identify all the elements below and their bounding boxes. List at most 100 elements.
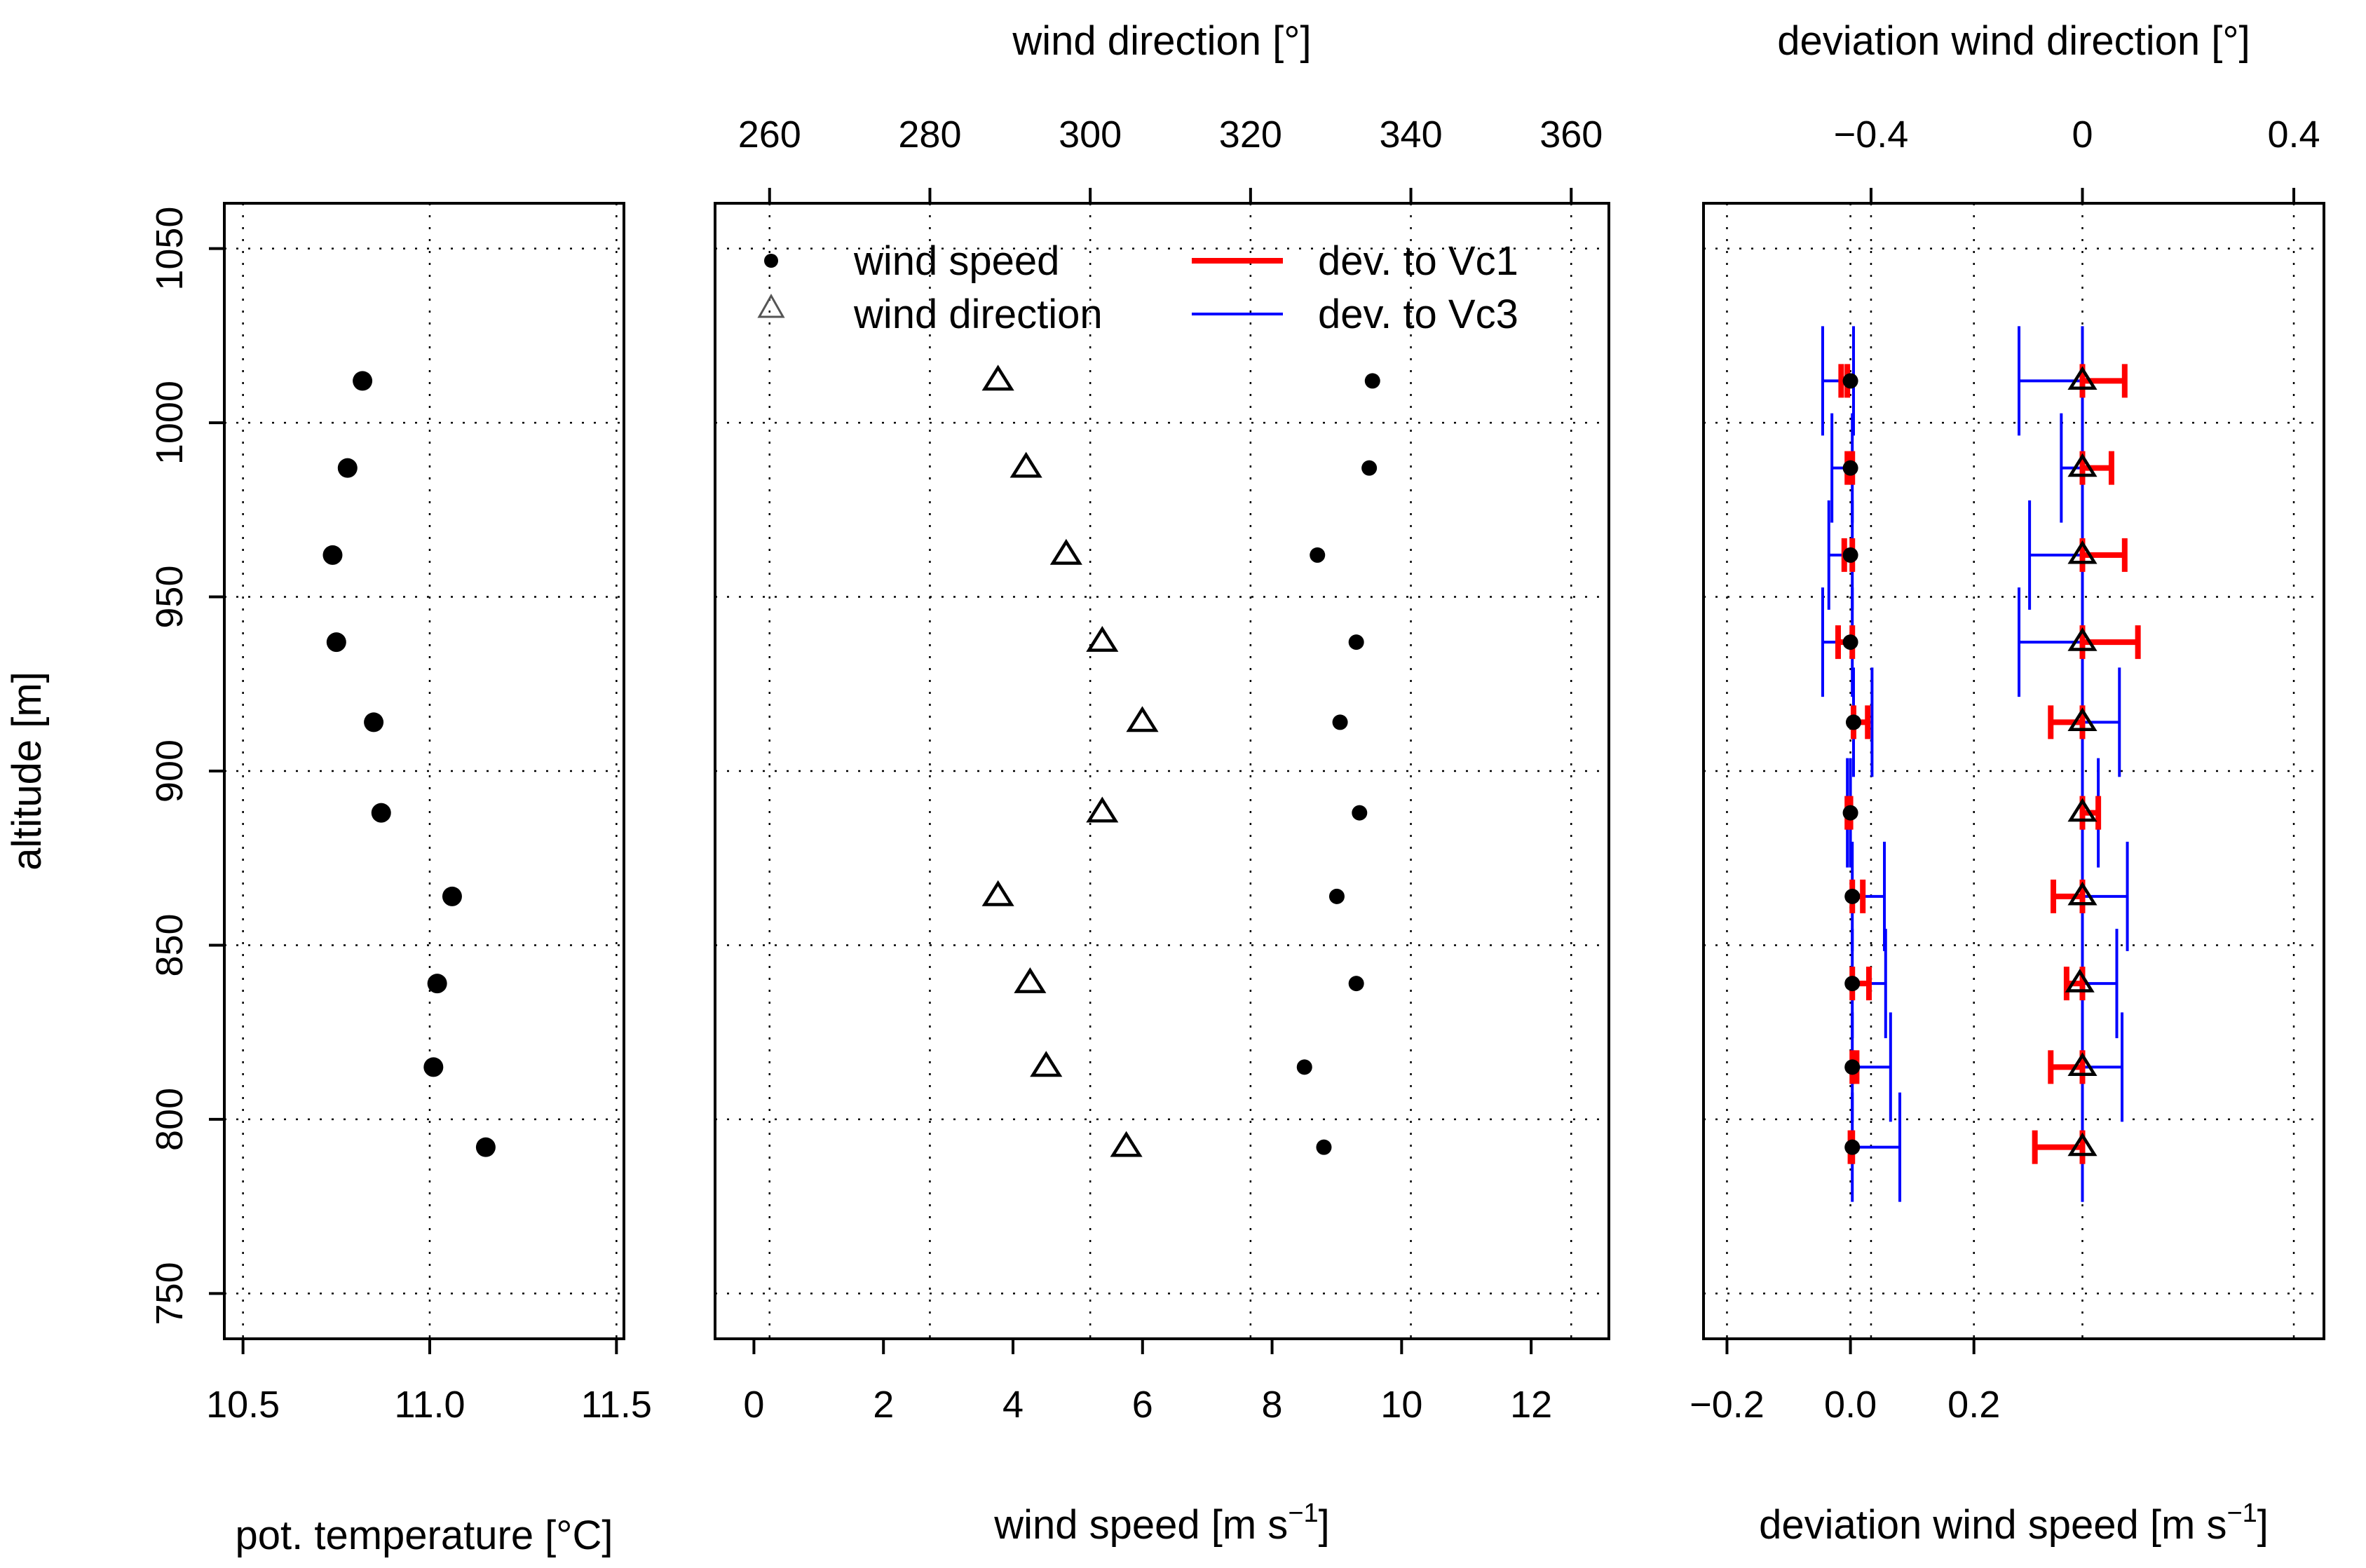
x-tick-label: 10.5	[206, 1384, 280, 1426]
x-tick-label: 11.0	[394, 1384, 465, 1426]
legend: wind speed wind direction dev. to Vc1 dev. …	[757, 238, 1518, 337]
legend-label: dev. to Vc3	[1318, 292, 1518, 337]
x2-tick-label: 340	[1380, 114, 1443, 156]
speed-deviation-point	[1842, 805, 1858, 821]
wind-direction-point	[1086, 796, 1119, 823]
wind-direction-point	[1030, 1051, 1063, 1077]
x-tick-label: 2	[873, 1384, 894, 1426]
wind-direction-point	[1009, 451, 1042, 478]
title-part: wind speed [m s	[993, 1502, 1288, 1548]
plot-frame	[1702, 202, 2325, 1340]
speed-deviation-point	[1844, 888, 1861, 904]
y-tick-label: 900	[149, 739, 191, 803]
x2-tick-label: 360	[1539, 114, 1603, 156]
y-tick-label: 800	[149, 1088, 191, 1151]
x2-tick-label: −0.4	[1834, 114, 1909, 156]
direction-deviation-point	[2067, 366, 2098, 390]
speed-deviation-point	[1844, 1139, 1861, 1155]
wind-speed-point	[1364, 373, 1380, 389]
temperature-point	[427, 974, 447, 994]
x2-tick-label: 0.4	[2267, 114, 2320, 156]
x-tick-label: 4	[1002, 1384, 1024, 1426]
y-tick-label: 1050	[149, 207, 191, 291]
legend-dot-symbol	[764, 254, 778, 268]
direction-deviation-point	[2067, 540, 2098, 564]
wind-speed-point	[1361, 460, 1378, 476]
x-axis-title: pot. temperature [°C]	[236, 1513, 613, 1558]
deviation-panel: −0.2 0.0 0.2 −0.4 0 0.4 deviation wind speed […	[1689, 18, 2325, 1548]
wind-speed-point	[1348, 634, 1364, 650]
temperature-point	[337, 458, 358, 478]
x2-tick-label: 0	[2072, 114, 2093, 156]
wind-panel: 0 2 4 6 8 10 12 260 280 300 320 340 360 wind speed [m…	[714, 18, 1610, 1548]
x-tick-label: 10	[1380, 1384, 1422, 1426]
temperature-point	[371, 803, 391, 823]
direction-deviation-point	[2067, 881, 2098, 906]
temperature-point	[322, 545, 343, 565]
wind-direction-point	[981, 364, 1014, 391]
speed-deviation-point	[1842, 547, 1858, 563]
wind-speed-point	[1296, 1059, 1312, 1075]
speed-deviation-point	[1844, 976, 1861, 992]
direction-deviation-point	[2067, 707, 2098, 732]
x2-tick-label: 300	[1059, 114, 1122, 156]
x2-tick-label: 260	[738, 114, 801, 156]
y-tick-label: 750	[149, 1262, 191, 1325]
title-superscript: −1	[2226, 1499, 2257, 1528]
wind-direction-point	[981, 880, 1014, 906]
plot-frame	[714, 202, 1610, 1340]
speed-deviation-point	[1845, 714, 1861, 730]
temperature-point	[475, 1137, 496, 1157]
direction-deviation-point	[2067, 1132, 2098, 1157]
legend-label: dev. to Vc1	[1318, 238, 1518, 284]
x-tick-label: 0.0	[1824, 1384, 1877, 1426]
wind-direction-point	[1086, 626, 1119, 652]
direction-deviation-point	[2067, 627, 2098, 651]
x2-tick-label: 320	[1219, 114, 1282, 156]
wind-direction-point	[1110, 1131, 1143, 1157]
y-axis-title: altitude [m]	[4, 671, 50, 871]
y-tick-label: 1000	[149, 381, 191, 465]
wind-speed-point	[1328, 888, 1345, 904]
temperature-point	[364, 712, 384, 732]
x-tick-label: 8	[1262, 1384, 1283, 1426]
y-tick-label: 850	[149, 913, 191, 976]
x-tick-label: 12	[1510, 1384, 1552, 1426]
x-axis-title: deviation wind speed [m s−1]	[1759, 1499, 2269, 1548]
direction-deviation-point	[2067, 1052, 2098, 1076]
speed-deviation-point	[1842, 460, 1858, 476]
speed-deviation-point	[1844, 1059, 1861, 1075]
legend-label: wind direction	[853, 292, 1103, 337]
x-tick-label: 11.5	[581, 1384, 652, 1426]
title-superscript: −1	[1288, 1499, 1318, 1528]
title-part: ]	[2257, 1502, 2269, 1548]
wind-direction-point	[1126, 706, 1159, 732]
x-tick-label: 6	[1132, 1384, 1153, 1426]
wind-direction-point	[1014, 967, 1047, 993]
x-tick-label: −0.2	[1689, 1384, 1765, 1426]
title-part: ]	[1319, 1502, 1330, 1548]
title-part: deviation wind speed [m s	[1759, 1502, 2226, 1548]
temperature-panel: 10.5 11.0 11.5 750 800 850 900 950 1000 1050 altit…	[4, 202, 652, 1558]
temperature-point	[353, 371, 373, 391]
direction-deviation-point	[2067, 453, 2098, 477]
speed-deviation-point	[1842, 373, 1858, 389]
wind-direction-point	[1049, 538, 1082, 565]
wind-speed-point	[1310, 547, 1326, 563]
direction-deviation-point	[2065, 969, 2095, 993]
legend-label: wind speed	[853, 238, 1059, 284]
temperature-point	[326, 632, 346, 653]
temperature-point	[423, 1057, 444, 1077]
x-tick-label: 0	[743, 1384, 764, 1426]
x2-axis-title: wind direction [°]	[1012, 18, 1311, 64]
x2-axis-title: deviation wind direction [°]	[1777, 18, 2250, 64]
legend-triangle-symbol	[757, 293, 785, 318]
direction-deviation-point	[2067, 798, 2098, 822]
x-tick-label: 0.2	[1947, 1384, 2000, 1426]
y-tick-label: 950	[149, 565, 191, 628]
wind-speed-point	[1332, 714, 1348, 730]
speed-deviation-point	[1842, 634, 1858, 650]
temperature-point	[442, 886, 462, 906]
x2-tick-label: 280	[898, 114, 961, 156]
